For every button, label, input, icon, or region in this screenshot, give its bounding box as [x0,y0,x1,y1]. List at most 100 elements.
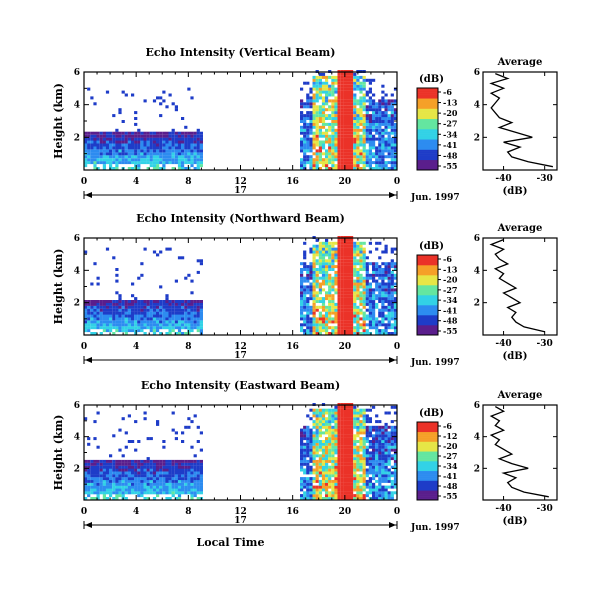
heatmap-cell [115,479,119,483]
heatmap-cell [343,137,347,141]
heatmap-cell [381,311,385,315]
heatmap-cell [346,474,351,478]
heatmap-cell [350,161,354,165]
heatmap-cell [309,479,313,483]
heatmap-cell [334,320,338,324]
heatmap-cell [362,471,366,475]
heatmap-cell [102,137,106,141]
heatmap-cell [343,81,347,85]
day-bar-arrow [85,357,92,363]
heatmap-cell [171,320,175,324]
heatmap-cell [353,440,357,443]
heatmap-cell [115,482,119,486]
heatmap-cell [312,250,316,254]
heatmap-cell [96,411,100,415]
heatmap-cell [384,167,388,170]
heatmap-cell [346,137,351,141]
heatmap-cell [115,477,119,481]
heatmap-cell [303,279,307,283]
heatmap-cell [127,414,131,418]
heatmap-cell [331,329,335,333]
heatmap-cell [318,152,322,156]
heatmap-cell [393,262,398,266]
heatmap-cell [393,425,398,429]
heatmap-cell [346,405,351,409]
heatmap-cell [109,491,113,495]
heatmap-cell [112,114,116,118]
colorbar-tick-label: -6 [443,254,452,264]
heatmap-cell [390,474,394,478]
heatmap-cell [368,302,372,306]
heatmap-cell [134,122,138,126]
y-axis-label: Height (km) [52,83,65,159]
heatmap-cell [343,117,347,120]
heatmap-cell [196,167,200,170]
heatmap-cell [325,167,329,170]
heatmap-cell [346,140,351,144]
heatmap-cell [131,93,135,97]
heatmap-cell [375,491,379,495]
heatmap-cell [353,474,357,478]
heatmap-cell [143,161,147,165]
heatmap-cell [343,482,347,486]
heatmap-cell [365,300,369,303]
heatmap-cell [384,102,388,106]
heatmap-cell [343,431,347,435]
heatmap-cell [87,146,91,150]
heatmap-cell [337,329,341,333]
heatmap-cell [306,268,310,271]
heatmap-cell [312,323,316,327]
heatmap-cell [112,140,116,144]
heatmap-cell [325,282,329,286]
heatmap-cell [168,485,172,489]
heatmap-cell [340,291,344,295]
heatmap-cell [368,326,372,330]
heatmap-cell [353,134,357,138]
heatmap-cell [303,323,307,327]
heatmap-cell [328,143,332,147]
heatmap-cell [331,417,335,421]
heatmap-cell [152,497,157,500]
heatmap-cell [306,302,310,306]
heatmap-cell [350,268,354,271]
heatmap-cell [315,81,319,85]
heatmap-cell [90,482,94,486]
heatmap-cell [131,462,135,466]
colorbar-tick-label: -41 [443,140,457,150]
heatmap-cell [303,128,307,132]
heatmap-cell [112,320,116,324]
heatmap-cell [375,262,379,266]
heatmap-cell [350,459,354,463]
heatmap-cell [109,317,113,321]
heatmap-cell [384,459,388,463]
heatmap-cell [362,128,366,132]
heatmap-cell [96,146,100,150]
heatmap-cell [393,122,398,126]
heatmap-cell [149,314,153,318]
heatmap-cell [356,152,360,156]
heatmap-cell [84,465,88,469]
heatmap-cell [368,143,372,147]
heatmap-cell [362,326,366,330]
heatmap-cell [368,425,372,429]
heatmap-cell [381,440,385,443]
heatmap-cell [356,120,360,123]
heatmap-cell [393,314,398,318]
heatmap-cell [318,457,322,461]
colorbar-band [417,422,438,425]
heatmap-cell [390,155,394,159]
heatmap-cell [393,99,398,103]
heatmap-cell [368,428,372,432]
profile-y-tick-label: 2 [474,464,480,474]
heatmap-cell [309,457,313,461]
heatmap-cell [321,323,326,327]
heatmap-cell [300,329,304,333]
heatmap-cell [350,155,354,159]
heatmap-cell [315,431,319,435]
heatmap-cell [187,471,191,475]
heatmap-cell [312,459,316,463]
heatmap-cell [118,308,122,312]
heatmap-cell [353,497,357,500]
heatmap-cell [353,78,357,82]
colorbar-band [417,317,438,320]
